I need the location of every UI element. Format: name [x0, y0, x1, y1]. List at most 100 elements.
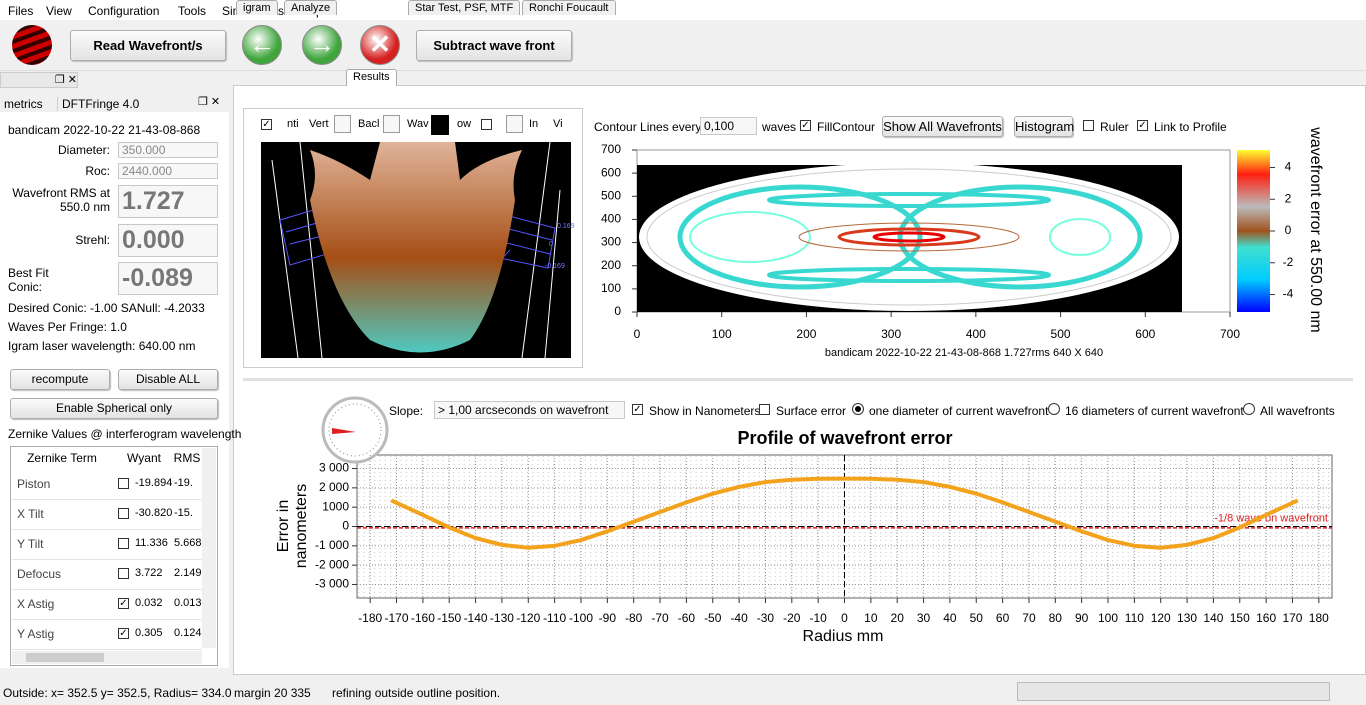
view3d-control[interactable]: Bacl [358, 118, 380, 130]
view3d-control[interactable]: nti [287, 118, 299, 130]
checkbox[interactable] [759, 404, 770, 415]
colorbar-tick-label: 2 [1285, 191, 1292, 205]
view3d-control[interactable]: Wav [407, 118, 429, 130]
y-tick-label: 1000 [322, 499, 349, 513]
radio[interactable] [1243, 403, 1255, 415]
dock-buttons[interactable]: ❐ ✕ [198, 96, 221, 108]
checkbox[interactable]: ✓ [261, 119, 272, 130]
forward-button[interactable]: → [302, 25, 342, 65]
view3d-control[interactable]: ow [457, 118, 472, 130]
tab[interactable]: Star Test, PSF, MTF [408, 0, 521, 15]
checkbox[interactable]: ✓ [632, 404, 643, 415]
colorbar-tick-label: -2 [1283, 255, 1294, 269]
checkbox[interactable]: ✓ [118, 628, 129, 639]
row-divider [12, 559, 202, 560]
menu-item[interactable]: Configuration [88, 4, 160, 18]
x-tick-label: 700 [1220, 327, 1240, 341]
x-axis-label: Radius mm [803, 628, 884, 645]
checkbox-label[interactable]: Ruler [1100, 120, 1129, 134]
x-tick-label: -90 [599, 611, 617, 625]
step-input[interactable]: 0,100 [700, 117, 757, 135]
row-divider [12, 649, 202, 650]
file-name: bandicam 2022-10-22 21-43-08-868 [8, 123, 201, 137]
checkbox-label[interactable]: FillContour [817, 120, 876, 134]
checkbox-label[interactable]: Show in Nanometers [649, 404, 761, 418]
radio-label[interactable]: one diameter of current wavefront [869, 404, 1049, 418]
x-tick-label: -50 [704, 611, 722, 625]
row-divider [12, 619, 202, 620]
x-tick-label: -180 [358, 611, 382, 625]
histogram-button[interactable]: Histogram [1014, 116, 1074, 137]
tab[interactable]: igram [236, 0, 278, 15]
dock-tab[interactable]: metrics [4, 97, 43, 111]
rms-label: Wavefront RMS at 550.0 nm [12, 186, 110, 214]
dock-title: DFTFringe 4.0 [57, 97, 234, 111]
wyant-value: 11.336 [135, 537, 168, 549]
y-axis-label: Error innanometers [275, 484, 310, 569]
spinner[interactable] [506, 115, 523, 133]
checkbox[interactable]: ✓ [118, 598, 129, 609]
show-all-button[interactable]: Show All Wavefronts [882, 116, 1003, 137]
x-tick-label: 90 [1075, 611, 1089, 625]
menu-item[interactable]: View [46, 4, 72, 18]
read-button[interactable]: Read Wavefront/s [70, 30, 226, 61]
diameter-input[interactable]: 350.000 [118, 142, 218, 158]
recompute-button[interactable]: recompute [10, 369, 110, 390]
checkbox[interactable] [118, 538, 129, 549]
spherical-button[interactable]: Enable Spherical only [10, 398, 218, 419]
spinner[interactable] [334, 115, 351, 133]
radio[interactable] [852, 403, 864, 415]
view3d-control[interactable]: In [529, 118, 539, 130]
menu-item[interactable]: Tools [178, 4, 207, 18]
checkbox[interactable] [118, 568, 129, 579]
tab[interactable]: Results [346, 69, 397, 86]
disable-button[interactable]: Disable ALL [118, 369, 218, 390]
dial-ticks [328, 403, 382, 457]
slope-select[interactable]: > 1,00 arcseconds on wavefront [434, 401, 625, 419]
radio-label[interactable]: 16 diameters of current wavefront [1065, 404, 1244, 418]
x-tick-label: 180 [1309, 611, 1329, 625]
diameter-label: Diameter: [57, 143, 110, 157]
view3d-control[interactable]: Vi [553, 118, 563, 130]
menu-item[interactable]: Files [8, 4, 34, 18]
x-tick-label: -170 [385, 611, 409, 625]
delete-button[interactable]: ✕ [360, 25, 400, 65]
app-icon[interactable] [12, 25, 52, 65]
view3d-control[interactable]: Vert [309, 118, 329, 130]
x-tick-label: 600 [1135, 327, 1155, 341]
row-label: Piston [17, 477, 51, 491]
checkbox[interactable] [118, 478, 129, 489]
roc-input[interactable]: 2440.000 [118, 163, 218, 179]
x-tick-label: 140 [1203, 611, 1223, 625]
spinner[interactable] [383, 115, 400, 133]
subtract-button[interactable]: Subtract wave front [416, 30, 572, 61]
x-tick-label: -20 [783, 611, 801, 625]
row-label: X Astig [17, 597, 55, 611]
slope-dial[interactable] [321, 396, 389, 464]
tab[interactable]: Ronchi Foucault [522, 0, 616, 15]
checkbox[interactable] [118, 508, 129, 519]
back-button[interactable]: ← [242, 25, 282, 65]
x-tick-label: 200 [796, 327, 816, 341]
wavefront-surface [310, 142, 522, 353]
colorbar-label: wavefront error at 550.00 nm [1307, 126, 1324, 332]
tab[interactable]: Analyze [284, 0, 338, 15]
checkbox[interactable] [481, 119, 492, 130]
y-tick-label: 700 [601, 142, 621, 156]
color-swatch[interactable] [431, 115, 449, 135]
y-tick-label: 3 000 [319, 461, 349, 475]
x-tick-label: 170 [1282, 611, 1302, 625]
checkbox[interactable]: ✓ [1137, 120, 1148, 131]
checkbox[interactable]: ✓ [800, 120, 811, 131]
checkbox[interactable] [1083, 120, 1094, 131]
h-scroll-thumb[interactable] [26, 653, 104, 662]
view3d-axis-label: 0 [549, 241, 553, 248]
x-tick-label: 10 [864, 611, 878, 625]
radio-label[interactable]: All wavefronts [1260, 404, 1335, 418]
checkbox-label[interactable]: Link to Profile [1154, 120, 1227, 134]
x-tick-label: 30 [917, 611, 931, 625]
radio[interactable] [1048, 403, 1060, 415]
x-tick-label: 160 [1256, 611, 1276, 625]
checkbox-label[interactable]: Surface error [776, 404, 847, 418]
